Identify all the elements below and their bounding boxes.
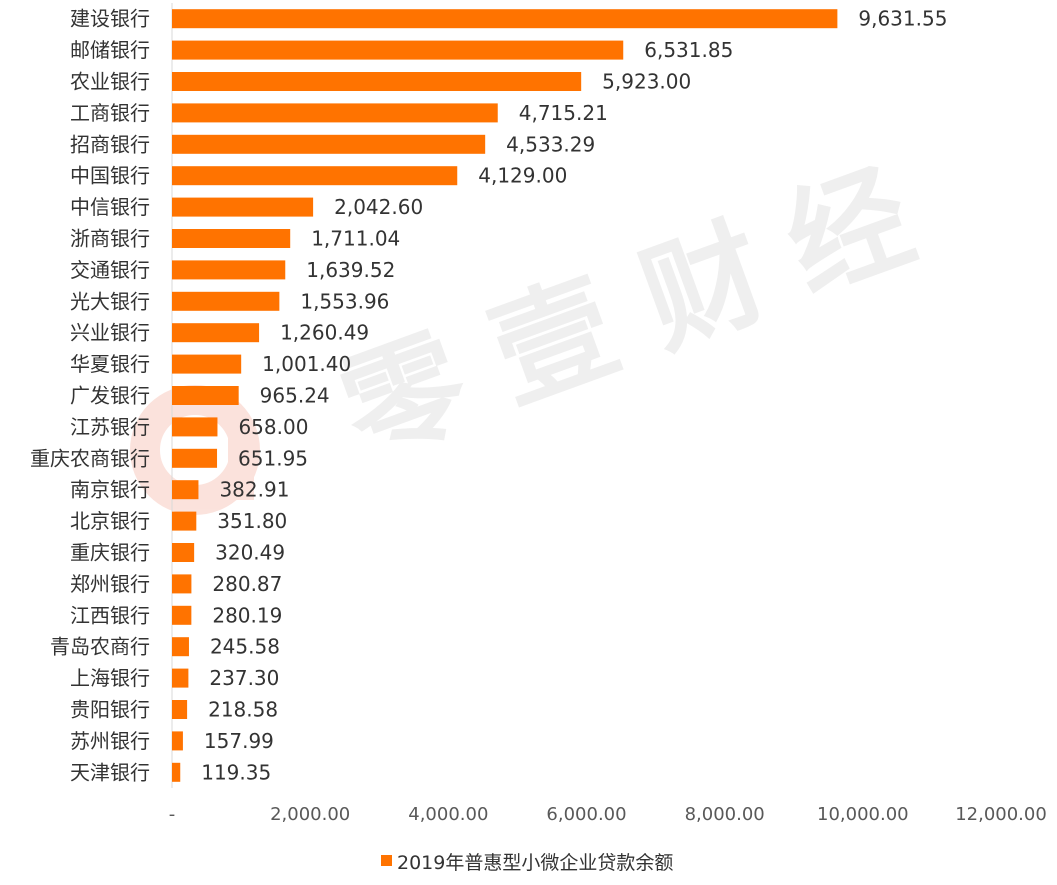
x-tick-label: 2,000.00 <box>270 804 350 825</box>
bar <box>172 574 192 594</box>
data-label: 4,715.21 <box>519 101 608 125</box>
data-label: 245.58 <box>210 635 280 659</box>
category-label: 中信银行 <box>70 195 150 219</box>
data-label: 658.00 <box>238 415 308 439</box>
category-label: 光大银行 <box>70 289 150 313</box>
category-label: 广发银行 <box>70 384 150 408</box>
data-label: 4,533.29 <box>506 132 595 156</box>
bar <box>172 637 189 657</box>
bar <box>172 668 189 688</box>
category-label: 农业银行 <box>70 70 150 94</box>
category-label: 天津银行 <box>70 760 150 784</box>
watermark-char-4: 经 <box>769 147 929 319</box>
bar <box>172 72 582 91</box>
data-label: 218.58 <box>208 698 278 722</box>
bar <box>172 543 195 562</box>
bar <box>172 448 218 468</box>
bar <box>172 9 838 29</box>
category-label: 郑州银行 <box>70 572 150 596</box>
data-label: 119.35 <box>201 760 271 784</box>
x-tick-label: 10,000.00 <box>817 804 909 825</box>
category-label: 中国银行 <box>70 164 150 188</box>
bar <box>172 260 286 280</box>
category-label: 浙商银行 <box>70 227 150 251</box>
legend-swatch <box>381 855 392 866</box>
category-label: 邮储银行 <box>70 38 150 62</box>
category-label: 江西银行 <box>70 603 150 627</box>
data-label: 5,923.00 <box>602 70 691 94</box>
bar <box>172 605 192 625</box>
watermark-char-2: 壹 <box>474 257 634 429</box>
data-label: 1,639.52 <box>306 258 395 282</box>
category-label: 重庆农商银行 <box>30 446 150 470</box>
bar <box>172 354 242 374</box>
bar <box>172 417 218 437</box>
category-label: 重庆银行 <box>70 541 150 565</box>
bar <box>172 731 183 751</box>
x-tick-label: 12,000.00 <box>955 804 1047 825</box>
data-label: 280.19 <box>212 603 282 627</box>
bar <box>172 511 197 531</box>
data-label: 2,042.60 <box>334 195 423 219</box>
x-tick-label: 4,000.00 <box>408 804 488 825</box>
category-label: 建设银行 <box>70 7 150 31</box>
bar <box>172 291 280 311</box>
data-label: 157.99 <box>204 729 274 753</box>
bar <box>172 229 291 248</box>
bar <box>172 134 486 154</box>
data-label: 1,711.04 <box>311 227 400 251</box>
bar <box>172 166 458 186</box>
data-label: 280.87 <box>212 572 282 596</box>
category-label: 上海银行 <box>70 666 150 690</box>
data-label: 9,631.55 <box>858 7 947 31</box>
data-label: 651.95 <box>238 446 308 470</box>
data-label: 965.24 <box>260 384 330 408</box>
bar <box>172 197 314 217</box>
bar <box>172 323 260 343</box>
data-label: 1,001.40 <box>262 352 351 376</box>
data-label: 4,129.00 <box>478 164 567 188</box>
x-tick-label: 8,000.00 <box>685 804 765 825</box>
data-label: 1,260.49 <box>280 321 369 345</box>
category-label: 苏州银行 <box>70 729 150 753</box>
data-label: 6,531.85 <box>644 38 733 62</box>
data-label: 351.80 <box>217 509 287 533</box>
data-label: 320.49 <box>215 541 285 565</box>
bar <box>172 700 188 719</box>
category-label: 招商银行 <box>70 132 150 156</box>
data-label: 1,553.96 <box>300 289 389 313</box>
category-label: 工商银行 <box>70 101 150 125</box>
legend-label: 2019年普惠型小微企业贷款余额 <box>397 852 673 874</box>
category-label: 贵阳银行 <box>70 698 150 722</box>
category-label: 江苏银行 <box>70 415 150 439</box>
x-axis: - 2,000.00 4,000.00 6,000.00 8,000.00 10,000.… <box>169 804 1047 825</box>
category-label: 交通银行 <box>70 258 150 282</box>
bar <box>172 762 181 782</box>
x-tick-label: - <box>169 804 176 825</box>
category-label: 南京银行 <box>70 478 150 502</box>
bar <box>172 103 498 123</box>
category-label: 华夏银行 <box>70 352 150 376</box>
watermark-char-3: 财 <box>624 202 784 374</box>
x-tick-label: 6,000.00 <box>546 804 626 825</box>
category-label: 兴业银行 <box>70 321 150 345</box>
legend: 2019年普惠型小微企业贷款余额 <box>381 852 673 874</box>
category-label: 青岛农商行 <box>50 635 150 659</box>
plot-area: 建设银行 9,631.55 邮储银行 6,531.85 农业银行 5,923.00 工商银行… <box>30 3 947 788</box>
data-label: 382.91 <box>219 478 289 502</box>
category-label: 北京银行 <box>70 509 150 533</box>
bar <box>172 480 199 500</box>
data-label: 237.30 <box>209 666 279 690</box>
bar <box>172 40 624 60</box>
bar <box>172 386 239 405</box>
